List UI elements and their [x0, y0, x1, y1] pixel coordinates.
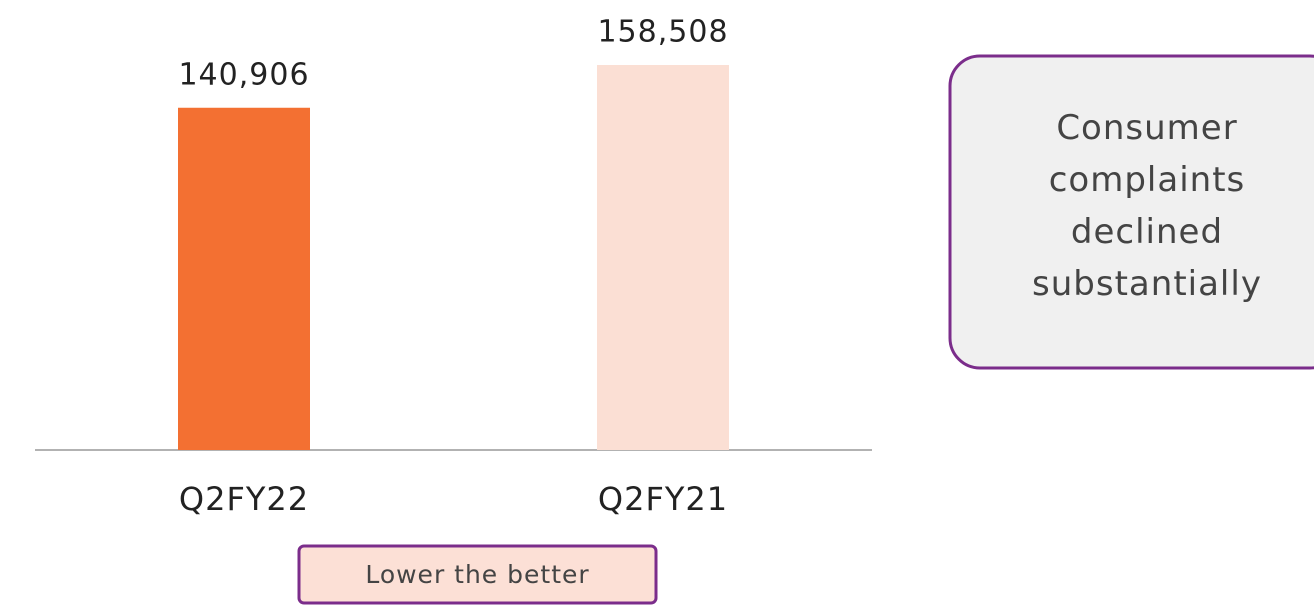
bar — [178, 107, 310, 451]
data-label: 158,508 — [597, 15, 728, 50]
x-tick-label: Q2FY21 — [598, 480, 728, 518]
note-text: Lower the better — [365, 560, 590, 589]
note-box — [297, 544, 658, 605]
data-label: 140,906 — [178, 57, 309, 92]
bar — [597, 65, 729, 450]
x-tick-label: Q2FY22 — [179, 480, 309, 518]
callout-text: Consumer complaints declined substantial… — [1032, 108, 1262, 304]
callout-box — [948, 54, 1314, 370]
